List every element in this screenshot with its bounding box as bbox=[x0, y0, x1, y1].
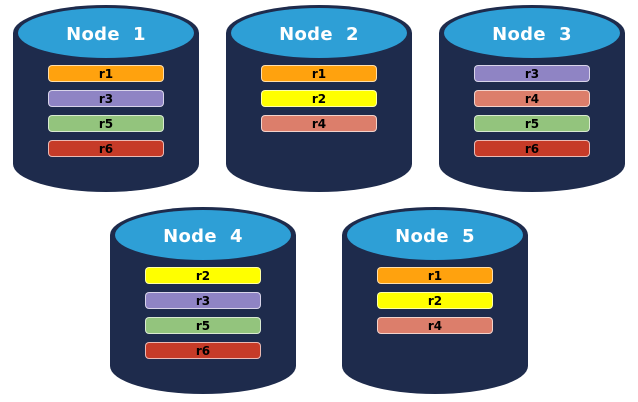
replica-list: r1 r2 r4 bbox=[342, 267, 528, 334]
replica-label: r4 bbox=[524, 91, 540, 106]
node-2-cylinder: Node 2 r1 r2 r4 bbox=[226, 5, 412, 192]
replica-label: r1 bbox=[98, 66, 114, 81]
replica-r6-bar: r6 bbox=[145, 342, 261, 359]
node-label: Node 1 bbox=[66, 23, 146, 45]
replica-label: r2 bbox=[311, 91, 327, 106]
replica-label: r3 bbox=[98, 91, 114, 106]
replica-r3-bar: r3 bbox=[48, 90, 164, 107]
node-5-cylinder: Node 5 r1 r2 r4 bbox=[342, 207, 528, 394]
replica-r2-bar: r2 bbox=[261, 90, 377, 107]
replica-label: r4 bbox=[427, 318, 443, 333]
node-1-cylinder: Node 1 r1 r3 r5 r6 bbox=[13, 5, 199, 192]
replica-r1-bar: r1 bbox=[261, 65, 377, 82]
replica-label: r5 bbox=[195, 318, 211, 333]
replica-r1-bar: r1 bbox=[48, 65, 164, 82]
replica-r5-bar: r5 bbox=[474, 115, 590, 132]
cylinder-top-ellipse: Node 4 bbox=[115, 210, 291, 260]
replica-label: r1 bbox=[427, 268, 443, 283]
node-label: Node 5 bbox=[395, 225, 475, 247]
replica-list: r3 r4 r5 r6 bbox=[439, 65, 625, 157]
replica-label: r3 bbox=[195, 293, 211, 308]
replica-list: r2 r3 r5 r6 bbox=[110, 267, 296, 359]
replica-label: r2 bbox=[195, 268, 211, 283]
replica-label: r1 bbox=[311, 66, 327, 81]
node-label: Node 2 bbox=[279, 23, 359, 45]
node-label: Node 3 bbox=[492, 23, 572, 45]
replica-r6-bar: r6 bbox=[48, 140, 164, 157]
node-label: Node 4 bbox=[163, 225, 243, 247]
node-row-bottom: Node 4 r2 r3 r5 r6 Node 5 r1 r2 r4 bbox=[0, 207, 638, 394]
replica-r6-bar: r6 bbox=[474, 140, 590, 157]
replica-list: r1 r3 r5 r6 bbox=[13, 65, 199, 157]
cylinder-top-ellipse: Node 1 bbox=[18, 8, 194, 58]
replica-r4-bar: r4 bbox=[474, 90, 590, 107]
replica-r2-bar: r2 bbox=[377, 292, 493, 309]
replica-r4-bar: r4 bbox=[261, 115, 377, 132]
replica-r3-bar: r3 bbox=[145, 292, 261, 309]
replica-label: r6 bbox=[98, 141, 114, 156]
replica-r4-bar: r4 bbox=[377, 317, 493, 334]
cylinder-top-ellipse: Node 3 bbox=[444, 8, 620, 58]
replica-r5-bar: r5 bbox=[145, 317, 261, 334]
replica-label: r5 bbox=[98, 116, 114, 131]
node-3-cylinder: Node 3 r3 r4 r5 r6 bbox=[439, 5, 625, 192]
node-4-cylinder: Node 4 r2 r3 r5 r6 bbox=[110, 207, 296, 394]
replica-label: r3 bbox=[524, 66, 540, 81]
replica-r1-bar: r1 bbox=[377, 267, 493, 284]
node-row-top: Node 1 r1 r3 r5 r6 Node 2 r1 r2 r4 Node 3 r3 r… bbox=[0, 5, 638, 192]
replica-r5-bar: r5 bbox=[48, 115, 164, 132]
replica-list: r1 r2 r4 bbox=[226, 65, 412, 132]
replica-label: r5 bbox=[524, 116, 540, 131]
cylinder-top-ellipse: Node 2 bbox=[231, 8, 407, 58]
replica-r2-bar: r2 bbox=[145, 267, 261, 284]
replica-label: r2 bbox=[427, 293, 443, 308]
replica-r3-bar: r3 bbox=[474, 65, 590, 82]
replica-label: r4 bbox=[311, 116, 327, 131]
cylinder-top-ellipse: Node 5 bbox=[347, 210, 523, 260]
replica-label: r6 bbox=[195, 343, 211, 358]
replica-label: r6 bbox=[524, 141, 540, 156]
